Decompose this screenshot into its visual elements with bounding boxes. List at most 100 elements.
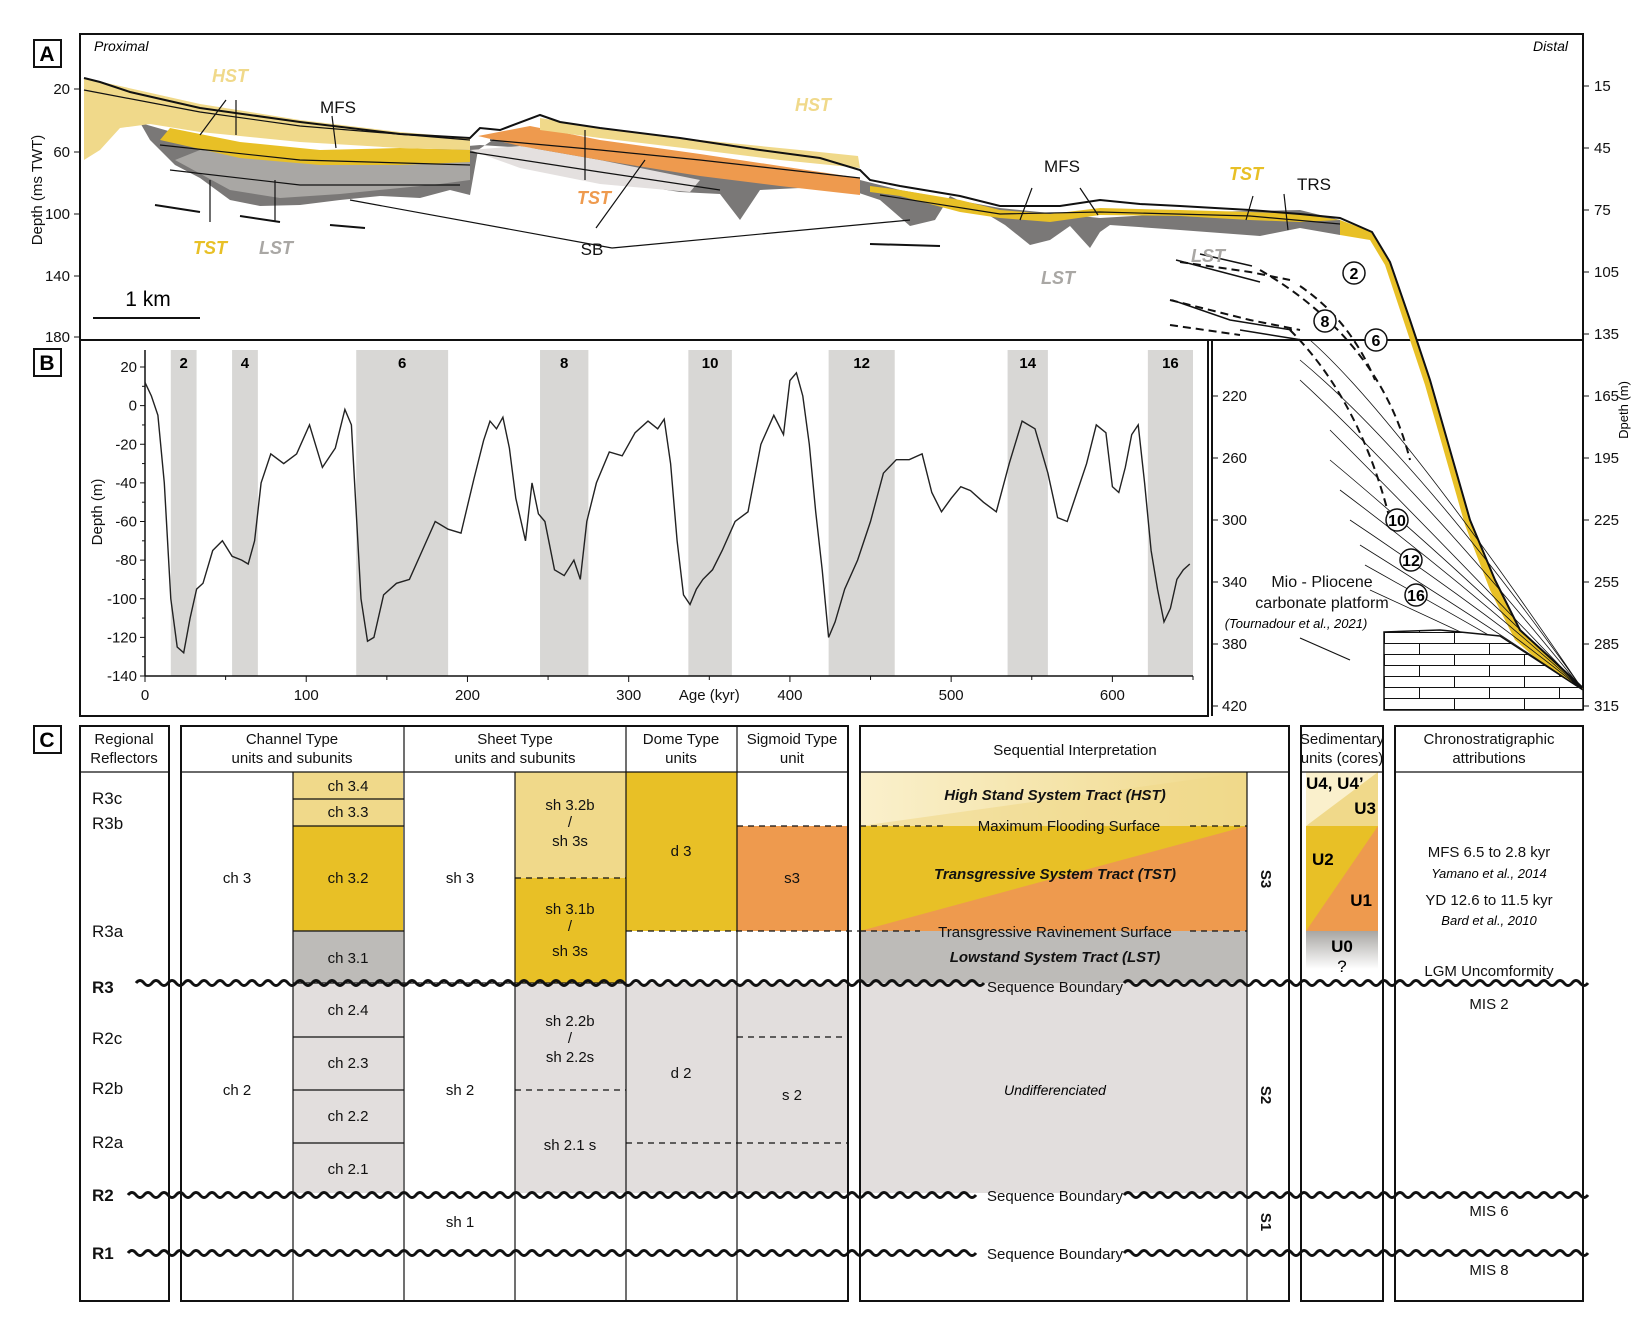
dashed-horizons — [1169, 261, 1411, 521]
seq-label-s2: S2 — [1257, 1086, 1274, 1104]
channel-ch22: ch 2.2 — [328, 1108, 369, 1125]
seq-hst: High Stand System Tract (HST) — [944, 787, 1165, 804]
y-tick-label: -120 — [107, 629, 137, 646]
header-dome: Dome Type units — [643, 731, 719, 767]
right-tick-label: 15 — [1594, 78, 1611, 95]
x-tick-label: 0 — [141, 687, 149, 704]
fill-sh31b — [515, 878, 626, 983]
sigmoid-s2: s 2 — [782, 1087, 802, 1104]
sedimentary-labels: U4, U4’ U3 U2 U1 U0 ? — [1306, 774, 1376, 976]
y-axis-title: Depth (m) — [89, 479, 106, 546]
sed-u2: U2 — [1312, 850, 1334, 869]
mis-band-label: 8 — [560, 355, 568, 372]
sequence-boundary-line — [1122, 979, 1590, 987]
x-tick-label: 100 — [294, 687, 319, 704]
chrono-yd: YD 12.6 to 11.5 kyr — [1425, 892, 1552, 909]
dome-d3: d 3 — [671, 843, 692, 860]
mis-band — [232, 350, 258, 676]
sheet-sub-c2: / — [568, 1030, 573, 1047]
panel-b-right-tick-label: 300 — [1222, 512, 1247, 529]
header-sequential: Sequential Interpretation — [993, 742, 1156, 759]
y-tick-label: -60 — [115, 514, 137, 531]
fill-d3 — [626, 772, 737, 931]
left-tick-140: 140 — [45, 268, 70, 285]
sheet-sub-b2: / — [568, 918, 573, 935]
channel-ch2: ch 2 — [223, 1082, 251, 1099]
mis-band-label: 2 — [180, 355, 188, 372]
chrono-mis6: MIS 6 — [1469, 1203, 1508, 1220]
y-tick-label: -40 — [115, 475, 137, 492]
sheet-sub-a3: sh 3s — [552, 833, 588, 850]
platform-label-line1: Mio - Pliocene — [1271, 574, 1372, 591]
circled-marker — [1399, 548, 1423, 572]
reflector-r1: R1 — [92, 1244, 114, 1263]
sheet-sub-a2: / — [568, 814, 573, 831]
sheet-sub-b1: sh 3.1b — [545, 901, 594, 918]
circled-marker-label: 12 — [1402, 553, 1420, 570]
circled-marker-label: 6 — [1372, 333, 1381, 350]
mis-band-label: 12 — [853, 355, 870, 372]
mis-band-label: 6 — [398, 355, 406, 372]
sequence-boundary-line — [1122, 1191, 1590, 1199]
sequential-labels: High Stand System Tract (HST) Maximum Fl… — [934, 787, 1274, 1263]
left-tick-100: 100 — [45, 206, 70, 223]
seq-label-s1: S1 — [1257, 1213, 1274, 1231]
sheet-sh2: sh 2 — [446, 1082, 474, 1099]
tst-label-1: TST — [193, 238, 229, 258]
x-tick-label: 500 — [939, 687, 964, 704]
panel-a-left-axis: 20 60 100 140 180 Depth (ms TWT) — [29, 81, 80, 346]
fill-u4-light — [1306, 772, 1378, 826]
fill-hst-wedge — [860, 772, 1247, 826]
panel-b: B 2 4 6 8 10 12 14 16200-20-40-60-80-100-120-14… — [33, 339, 1247, 717]
sheet-sh3: sh 3 — [446, 870, 474, 887]
unit-labels: ch 3 ch 2 ch 3.4 ch 3.3 ch 3.2 ch 3.1 ch… — [223, 778, 802, 1231]
hst-label-2: HST — [795, 95, 833, 115]
fill-ch31 — [293, 931, 403, 983]
fill-tst-orange — [860, 826, 1247, 931]
seq-lst: Lowstand System Tract (LST) — [950, 949, 1161, 966]
sigmoid-s3: s3 — [784, 870, 800, 887]
reflector-r2b: R2b — [92, 1079, 123, 1098]
buried-horizons — [154, 204, 941, 247]
tst-label-3: TST — [1229, 164, 1265, 184]
circled-marker — [1364, 328, 1388, 352]
panel-a-letter-box — [33, 39, 62, 68]
mis-band-label: 14 — [1019, 355, 1036, 372]
trs-label: TRS — [1297, 175, 1331, 194]
fill-lst — [860, 931, 1247, 983]
header-channel: Channel Type units and subunits — [232, 731, 353, 767]
header-chrono: Chronostratigraphic attributions — [1424, 731, 1555, 767]
y-tick-label: 20 — [120, 359, 137, 376]
mis-band — [1147, 350, 1193, 676]
seq-sb-1: Sequence Boundary — [987, 979, 1123, 996]
mis-band — [540, 350, 589, 676]
panel-a: A Proximal Distal 20 60 100 140 180 Dept… — [29, 33, 1631, 715]
platform-label: Mio - Pliocene carbonate platform (Tourn… — [1225, 574, 1389, 631]
header-regional: Regional Reflectors — [90, 731, 158, 767]
right-tick-label: 315 — [1594, 698, 1619, 715]
y-tick-label: -80 — [115, 552, 137, 569]
sheet-sh1: sh 1 — [446, 1214, 474, 1231]
channel-ch23: ch 2.3 — [328, 1055, 369, 1072]
chrono-mfs: MFS 6.5 to 2.8 kyr — [1428, 844, 1551, 861]
right-tick-label: 225 — [1594, 512, 1619, 529]
reflector-r2a: R2a — [92, 1133, 124, 1152]
dome-d2: d 2 — [671, 1065, 692, 1082]
sequence-boundary-line — [134, 979, 986, 987]
right-tick-label: 105 — [1594, 264, 1619, 281]
x-tick-label: 200 — [455, 687, 480, 704]
right-axis-title: Dpeth (m) — [1616, 381, 1631, 439]
sheet-sub-a1: sh 3.2b — [545, 797, 594, 814]
panel-b-right-tick-label: 220 — [1222, 388, 1247, 405]
fill-s2 — [737, 983, 848, 1193]
frame-chrono — [1394, 725, 1584, 1302]
lst-label-3: LST — [1191, 246, 1227, 266]
circled-marker-label: 10 — [1388, 513, 1406, 530]
mis-band — [170, 350, 197, 676]
sb-label: SB — [581, 240, 604, 259]
reflector-r3c: R3c — [92, 789, 123, 808]
proximal-label: Proximal — [94, 38, 149, 54]
fill-sh32b — [515, 772, 626, 878]
reflector-r2c: R2c — [92, 1029, 123, 1048]
